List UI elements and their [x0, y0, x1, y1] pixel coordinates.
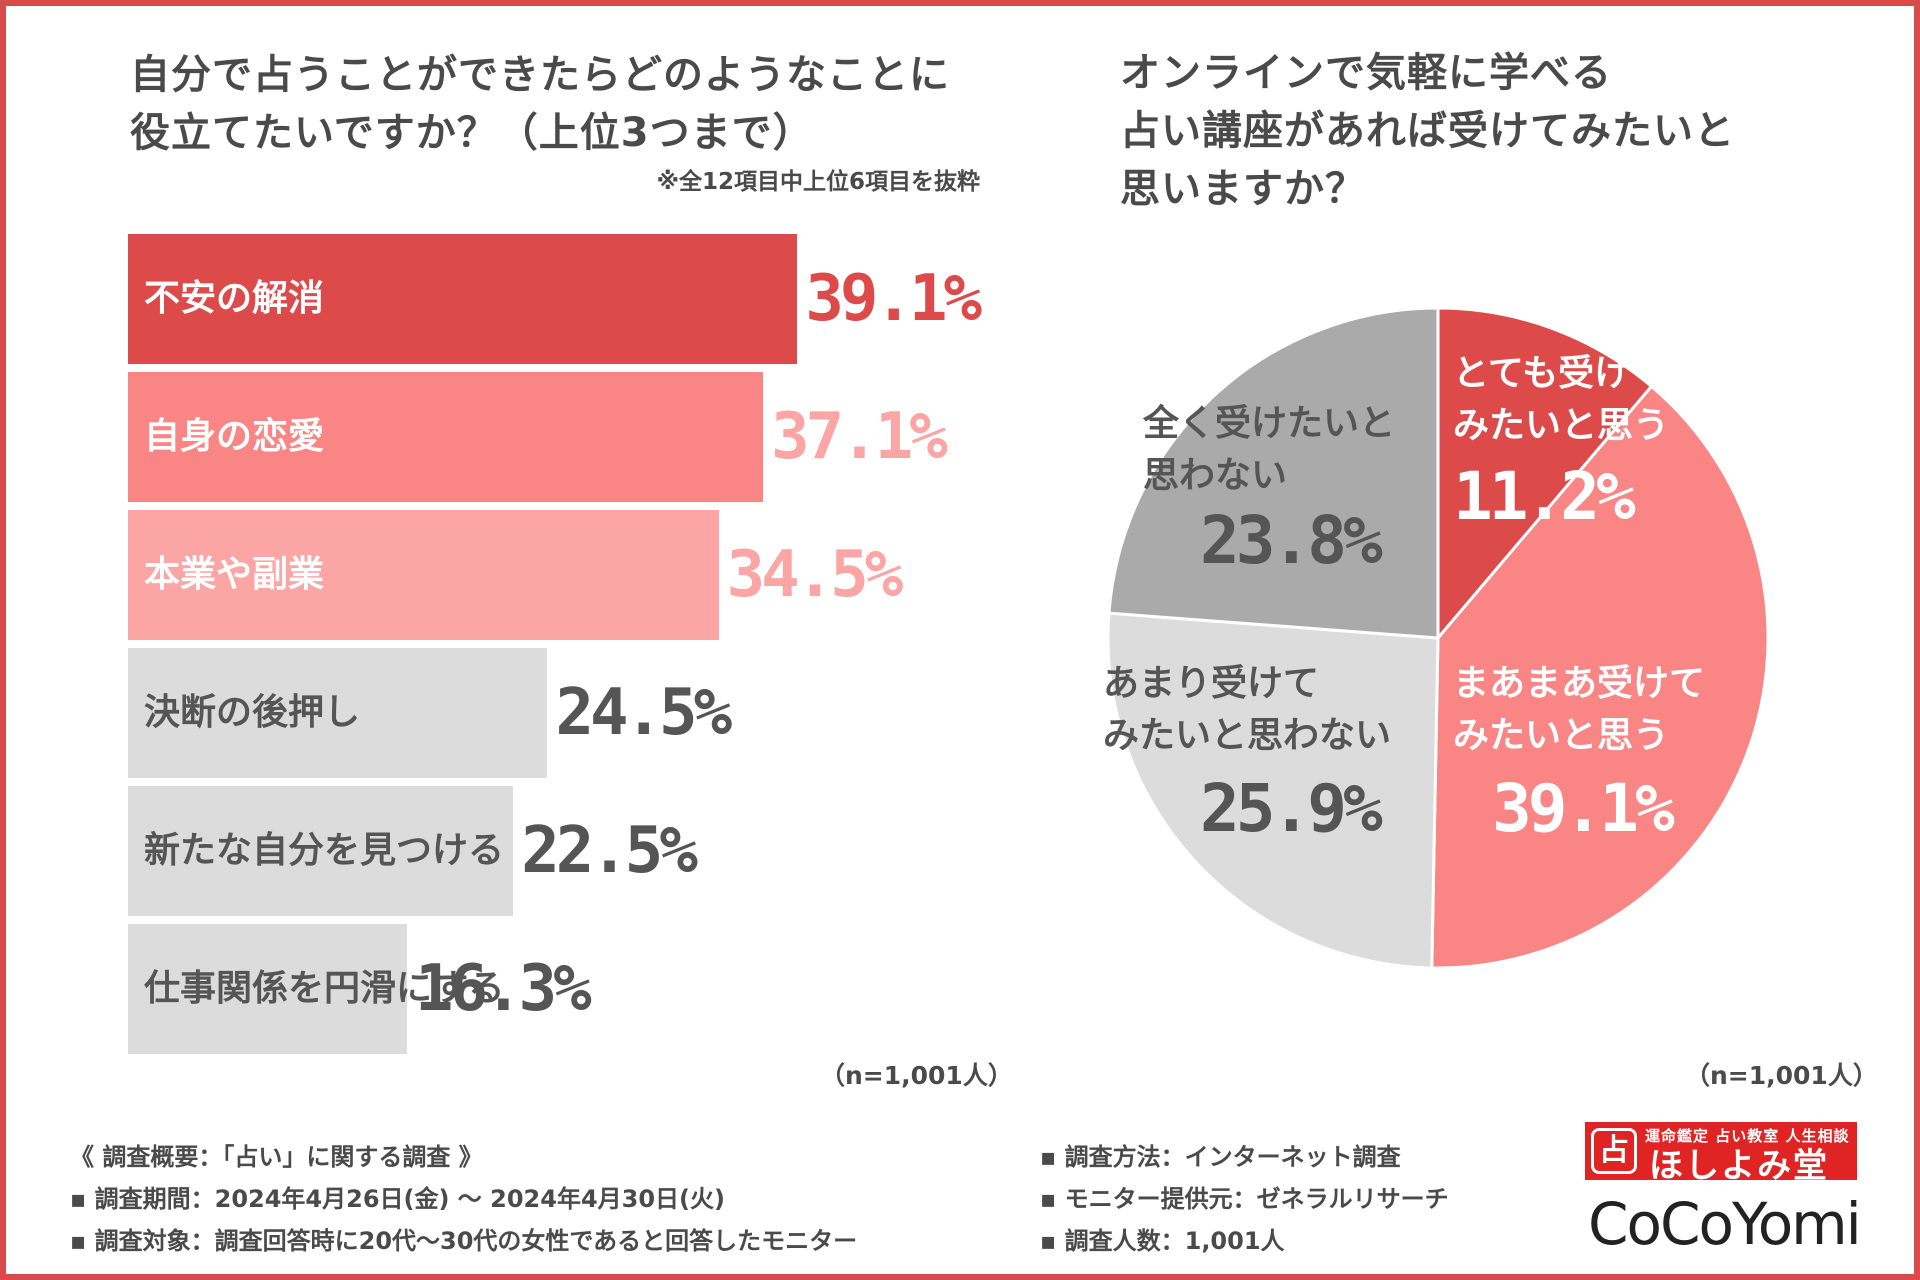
pie-label-1-line-2: みたいと思う	[1453, 405, 1670, 446]
bar-value-2: 37.1%	[771, 400, 948, 474]
pie-value-3: 25.9%	[1200, 770, 1383, 847]
right-title-line3: 思いますか？	[1120, 166, 1366, 212]
survey-count: ▪ 調査人数：1,001人	[1040, 1227, 1285, 1255]
bar-label-1: 不安の解消	[144, 278, 325, 319]
bar-3	[128, 510, 719, 640]
logo-name: ほしよみ堂	[1649, 1146, 1829, 1186]
bar-chart: 不安の解消 39.1% 自身の恋愛 37.1% 本業や副業 34.5% 決断の後押し 24.5…	[128, 234, 1028, 1064]
pie-label-2: まあまあ受けて みたいと思う	[1453, 658, 1705, 762]
survey-target: ▪ 調査対象：調査回答時に20代～30代の女性であると回答したモニター	[70, 1227, 858, 1255]
survey-provider: ▪ モニター提供元：ゼネラルリサーチ	[1040, 1185, 1449, 1213]
bar-5	[128, 786, 514, 916]
pie-value-1: 11.2%	[1453, 458, 1636, 535]
pie-slice-3	[1106, 611, 1440, 970]
survey-details: ▪ 調査方法：インターネット調査 ▪ モニター提供元：ゼネラルリサーチ ▪ 調査…	[1040, 1136, 1449, 1262]
pie-label-2-line-2: みたいと思う	[1453, 715, 1670, 756]
right-sample-size: （n=1,001人）	[1685, 1061, 1878, 1090]
bar-label-3: 本業や副業	[144, 554, 325, 595]
pie-label-4-line-1: 全く受けたいと	[1143, 403, 1396, 444]
survey-overview: 《 調査概要：「占い」に関する調査 》 ▪ 調査期間：2024年4月26日(金)…	[70, 1136, 857, 1262]
left-title-line1: 自分で占うことができたらどのようなことに	[130, 52, 950, 98]
pie-chart	[1106, 306, 1770, 970]
cocoyomi-logo: CoCoYomi	[1588, 1190, 1862, 1258]
bar-value-1: 39.1%	[805, 262, 982, 336]
bar-1	[128, 234, 798, 364]
bar-2	[128, 372, 764, 502]
pie-label-3-line-2: みたいと思わない	[1103, 715, 1392, 756]
bar-value-3: 34.5%	[726, 538, 904, 612]
survey-method: ▪ 調査方法：インターネット調査	[1040, 1143, 1401, 1171]
left-title-line2: 役立てたいですか？（上位3つまで）	[130, 110, 814, 156]
bar-label-6: 仕事関係を円滑にする	[144, 968, 505, 1009]
bar-4	[128, 648, 548, 778]
survey-summary: 《 調査概要：「占い」に関する調査 》	[70, 1143, 483, 1171]
pie-slice-4	[1107, 306, 1440, 640]
bar-6	[128, 924, 408, 1054]
right-title-line2: 占い講座があれば受けてみたいと	[1120, 108, 1735, 154]
pie-label-2-line-1: まあまあ受けて	[1453, 663, 1706, 704]
bar-value-6: 16.3%	[415, 952, 592, 1026]
left-chart-title: 自分で占うことができたらどのようなことに 役立てたいですか？（上位3つまで）	[130, 46, 950, 162]
pie-label-4-line-2: 思わない	[1143, 455, 1288, 496]
fortune-mark-icon: 占	[1591, 1128, 1637, 1174]
hoshiyomido-logo: 占 運命鑑定 占い教室 人生相談 ほしよみ堂	[1585, 1122, 1857, 1186]
pie-label-1: とても受けて みたいと思う	[1453, 348, 1669, 452]
pie-slice-2	[1430, 384, 1770, 970]
pie-slice-1	[1436, 306, 1654, 643]
bar-label-2: 自身の恋愛	[144, 416, 325, 457]
pie-label-3: あまり受けてみたいと思わない	[1103, 658, 1391, 762]
bar-label-5: 新たな自分を見つける	[144, 830, 505, 871]
pie-label-3-line-1: あまり受けて	[1103, 663, 1320, 704]
pie-label-4: 全く受けたいと 思わない	[1143, 398, 1395, 502]
logo-tagline: 運命鑑定 占い教室 人生相談	[1645, 1127, 1850, 1145]
left-sample-size: （n=1,001人）	[820, 1061, 1013, 1090]
bar-value-5: 22.5%	[521, 814, 698, 888]
pie-value-4: 23.8%	[1200, 502, 1383, 579]
left-chart-note: ※全12項目中上位6項目を抜粋	[656, 169, 980, 195]
survey-period: ▪ 調査期間：2024年4月26日(金) ～ 2024年4月30日(火)	[70, 1185, 725, 1213]
right-chart-title: オンラインで気軽に学べる 占い講座があれば受けてみたいと 思いますか？	[1120, 44, 1735, 218]
bar-value-4: 24.5%	[555, 676, 732, 750]
bar-label-4: 決断の後押し	[144, 692, 361, 733]
right-title-line1: オンラインで気軽に学べる	[1120, 50, 1612, 96]
pie-value-2: 39.1%	[1492, 770, 1675, 847]
pie-label-1-line-1: とても受けて	[1453, 353, 1667, 394]
